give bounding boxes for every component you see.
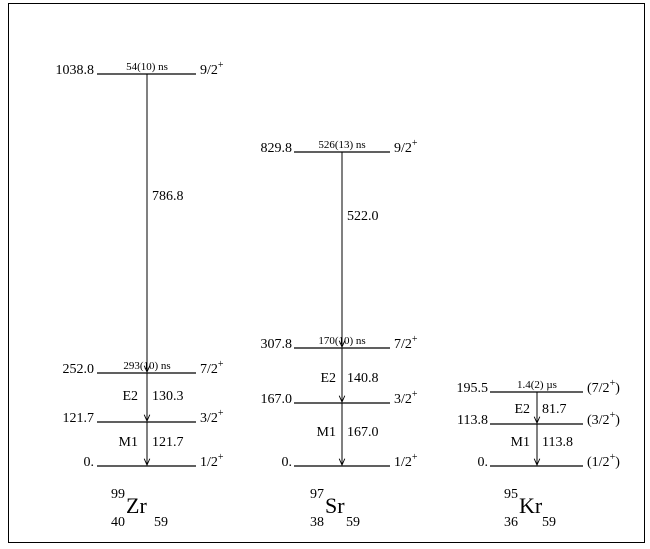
kr-halflife-195: 1.4(2) µs xyxy=(517,379,557,391)
sr-transition-energy-2: 140.8 xyxy=(347,371,379,386)
zr-spin-0: 1/2+ xyxy=(200,452,224,470)
sr-mass-number: 97 xyxy=(310,487,324,502)
zr-nucleus-label: 99 40 Zr 59 xyxy=(111,487,168,530)
kr-spin-195: (7/2+) xyxy=(587,378,620,396)
sr-halflife-829: 526(13) ns xyxy=(318,139,365,151)
sr-nucleus-label: 97 38 Sr 59 xyxy=(310,487,360,530)
kr-spin-0: (1/2+) xyxy=(587,452,620,470)
zr-transition-energy-1: 786.8 xyxy=(152,189,184,204)
zr-energy-121: 121.7 xyxy=(63,411,95,426)
sr-spin-167: 3/2+ xyxy=(394,389,418,407)
kr-symbol: Kr xyxy=(519,493,543,518)
zr-atomic-number: 40 xyxy=(111,515,125,530)
kr-energy-0: 0. xyxy=(478,455,489,470)
kr-mass-number: 95 xyxy=(504,487,518,502)
diagram-frame xyxy=(8,3,645,543)
zr-spin-1038: 9/2+ xyxy=(200,60,224,78)
sr-spin-829: 9/2+ xyxy=(394,138,418,156)
sr-spin-0: 1/2+ xyxy=(394,452,418,470)
kr-nucleus-label: 95 36 Kr 59 xyxy=(504,487,556,530)
zr-energy-252: 252.0 xyxy=(63,362,95,377)
sr-neutron-number: 59 xyxy=(346,515,360,530)
sr-symbol: Sr xyxy=(325,493,345,518)
nucleus-zr: 1038.8 252.0 121.7 0. 54(10) ns 293(10) … xyxy=(56,60,224,530)
kr-transition-energy-2: 113.8 xyxy=(542,435,573,450)
sr-transition-energy-3: 167.0 xyxy=(347,425,379,440)
kr-energy-113: 113.8 xyxy=(457,413,488,428)
zr-spin-121: 3/2+ xyxy=(200,408,224,426)
sr-transition-mult-3: M1 xyxy=(317,425,336,440)
nucleus-kr: 195.5 113.8 0. 1.4(2) µs (7/2+) (3/2+) (… xyxy=(457,378,621,530)
kr-spin-113: (3/2+) xyxy=(587,410,620,428)
zr-energy-1038: 1038.8 xyxy=(56,63,95,78)
zr-halflife-1038: 54(10) ns xyxy=(126,61,168,73)
zr-transition-energy-3: 121.7 xyxy=(152,435,184,450)
zr-spin-252: 7/2+ xyxy=(200,359,224,377)
zr-transition-mult-3: M1 xyxy=(119,435,138,450)
sr-energy-0: 0. xyxy=(282,455,293,470)
kr-energy-195: 195.5 xyxy=(457,381,489,396)
kr-transition-mult-1: E2 xyxy=(514,402,530,417)
sr-transition-mult-2: E2 xyxy=(320,371,336,386)
zr-energy-0: 0. xyxy=(84,455,95,470)
sr-energy-829: 829.8 xyxy=(261,141,293,156)
kr-neutron-number: 59 xyxy=(542,515,556,530)
zr-transition-energy-2: 130.3 xyxy=(152,389,184,404)
sr-transition-energy-1: 522.0 xyxy=(347,209,379,224)
sr-atomic-number: 38 xyxy=(310,515,324,530)
zr-mass-number: 99 xyxy=(111,487,125,502)
sr-energy-167: 167.0 xyxy=(261,392,293,407)
sr-spin-307: 7/2+ xyxy=(394,334,418,352)
sr-energy-307: 307.8 xyxy=(261,337,293,352)
kr-atomic-number: 36 xyxy=(504,515,518,530)
zr-symbol: Zr xyxy=(126,493,147,518)
nucleus-sr: 829.8 307.8 167.0 0. 526(13) ns 170(10) … xyxy=(261,138,418,530)
zr-transition-mult-2: E2 xyxy=(122,389,138,404)
kr-transition-mult-2: M1 xyxy=(511,435,530,450)
kr-transition-energy-1: 81.7 xyxy=(542,402,567,417)
zr-neutron-number: 59 xyxy=(154,515,168,530)
